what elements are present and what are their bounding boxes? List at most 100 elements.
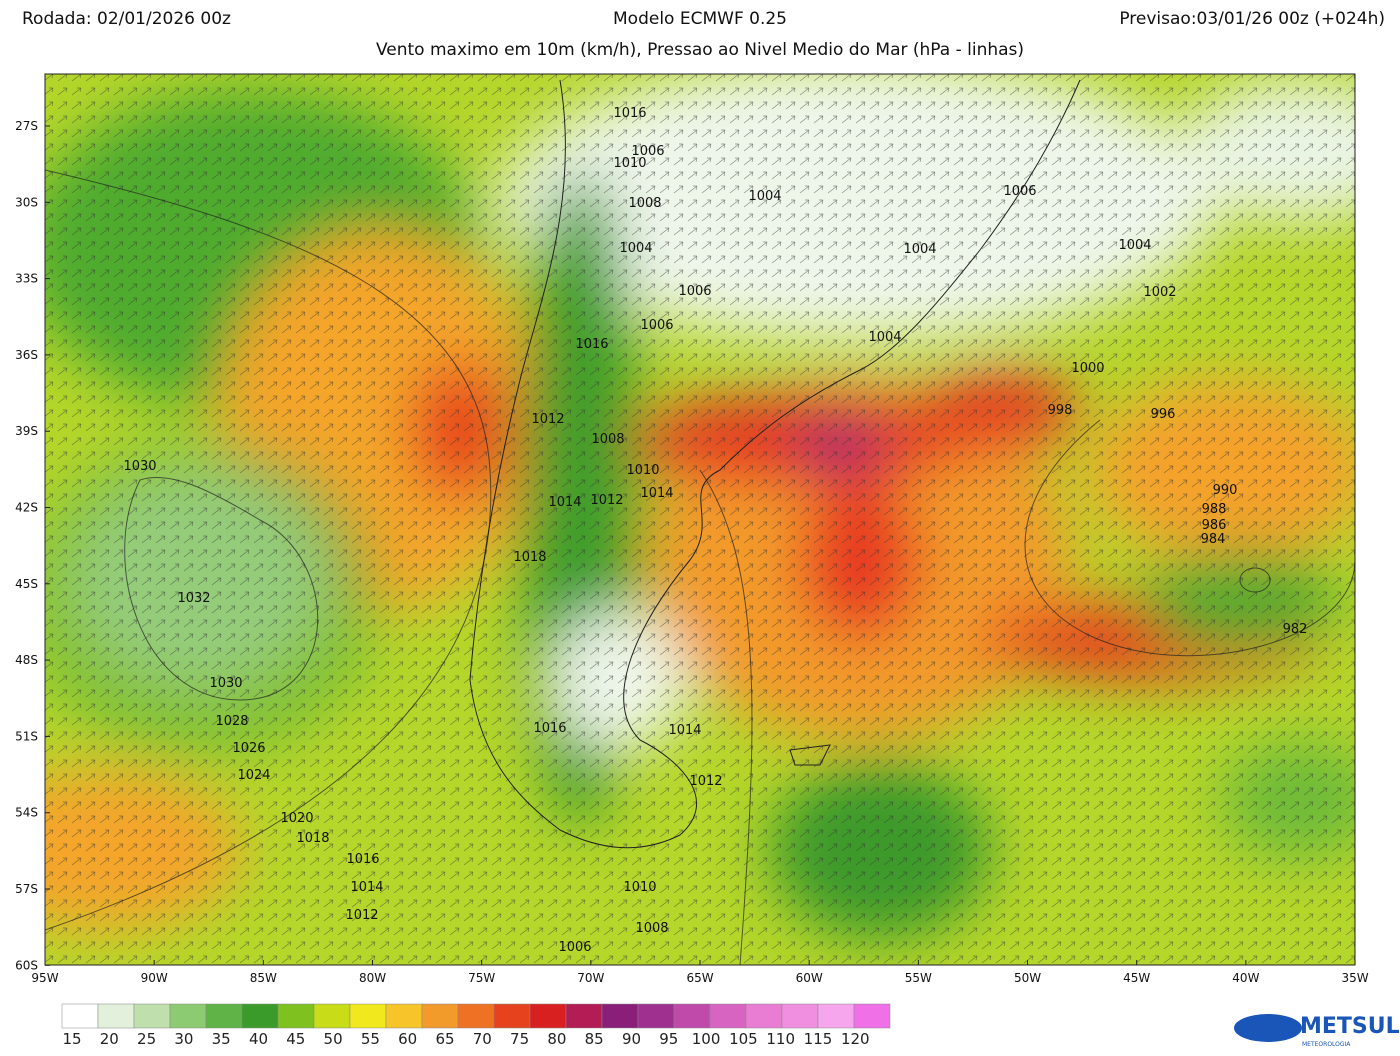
isobar-label: 1014 — [350, 880, 383, 895]
logo-globe — [1234, 1014, 1302, 1042]
isobar-label: 986 — [1202, 518, 1227, 533]
lon-label: 60W — [796, 971, 823, 985]
lat-label: 27S — [15, 119, 38, 133]
lon-label: 95W — [31, 971, 58, 985]
isobar-label: 988 — [1202, 502, 1227, 517]
logo-name: METSUL — [1300, 1014, 1400, 1039]
lon-label: 35W — [1341, 971, 1368, 985]
isobar-label: 984 — [1201, 532, 1226, 547]
isobar-label: 1006 — [678, 284, 711, 299]
lat-label: 33S — [15, 272, 38, 286]
colorbar-swatch — [637, 1003, 675, 1029]
lon-label: 45W — [1123, 971, 1150, 985]
lon-label: 90W — [141, 971, 168, 985]
lat-label: 39S — [15, 424, 38, 438]
isobar-label: 1028 — [215, 714, 248, 729]
colorbar-swatch — [169, 1003, 207, 1029]
isobar-label: 1024 — [237, 768, 270, 783]
isobar-label: 1016 — [575, 337, 608, 352]
colorbar-label: 65 — [435, 1030, 454, 1048]
colorbar-label: 25 — [137, 1030, 156, 1048]
isobar-label: 1006 — [558, 940, 591, 955]
isobar-label: 1010 — [613, 156, 646, 171]
colorbar-swatch — [781, 1003, 819, 1029]
isobar-label: 1010 — [623, 880, 656, 895]
lat-label: 36S — [15, 348, 38, 362]
colorbar-swatch — [313, 1003, 351, 1029]
lat-label: 45S — [15, 577, 38, 591]
colorbar-swatch — [277, 1003, 315, 1029]
header-center: Modelo ECMWF 0.25 — [613, 9, 787, 29]
colorbar-swatch — [241, 1003, 279, 1029]
isobar-label: 1014 — [668, 723, 701, 738]
isobar-label: 1004 — [868, 330, 901, 345]
isobar-label: 1008 — [628, 196, 661, 211]
isobar-label: 1030 — [209, 676, 242, 691]
isobar-label: 996 — [1151, 407, 1176, 422]
colorbar-label: 90 — [622, 1030, 641, 1048]
lat-label: 48S — [15, 653, 38, 667]
colorbar-label: 30 — [174, 1030, 193, 1048]
isobar-label: 1004 — [748, 189, 781, 204]
colorbar-swatch — [601, 1003, 639, 1029]
lat-label: 51S — [15, 729, 38, 743]
colorbar-label: 70 — [473, 1030, 492, 1048]
colorbar-label: 35 — [212, 1030, 231, 1048]
isobar-label: 1016 — [533, 721, 566, 736]
colorbar-label: 95 — [659, 1030, 678, 1048]
colorbar-swatch — [529, 1003, 567, 1029]
colorbar-label: 40 — [249, 1030, 268, 1048]
colorbar-label: 120 — [841, 1030, 870, 1048]
colorbar-swatch — [205, 1003, 243, 1029]
colorbar-label: 110 — [766, 1030, 795, 1048]
isobar-label: 1016 — [346, 852, 379, 867]
lon-label: 50W — [1014, 971, 1041, 985]
colorbar-swatch — [97, 1003, 135, 1029]
isobar-label: 1012 — [590, 493, 623, 508]
isobar-label: 1004 — [903, 242, 936, 257]
lat-label: 60S — [15, 958, 38, 972]
colorbar-label: 75 — [510, 1030, 529, 1048]
lon-label: 70W — [577, 971, 604, 985]
colorbar-swatch — [853, 1003, 891, 1029]
lon-label: 55W — [905, 971, 932, 985]
colorbar-label: 105 — [729, 1030, 758, 1048]
colorbar-label: 85 — [585, 1030, 604, 1048]
lon-label: 85W — [250, 971, 277, 985]
header-right: Previsao:03/01/26 00z (+024h) — [1119, 9, 1385, 29]
isobar-label: 1000 — [1071, 361, 1104, 376]
colorbar-label: 115 — [804, 1030, 833, 1048]
isobar-label: 1004 — [619, 241, 652, 256]
isobar-label: 1012 — [689, 774, 722, 789]
colorbar-swatch — [457, 1003, 495, 1029]
lat-label: 54S — [15, 806, 38, 820]
colorbar-label: 45 — [286, 1030, 305, 1048]
colorbar-label: 15 — [62, 1030, 81, 1048]
colorbar-swatch — [745, 1003, 783, 1029]
colorbar-label: 50 — [324, 1030, 343, 1048]
lat-label: 57S — [15, 882, 38, 896]
colorbar-swatch — [709, 1003, 747, 1029]
isobar-label: 1032 — [177, 591, 210, 606]
isobar-label: 1012 — [531, 412, 564, 427]
colorbar-label: 55 — [361, 1030, 380, 1048]
isobar-label: 1002 — [1143, 285, 1176, 300]
isobar-label: 1006 — [640, 318, 673, 333]
colorbar-swatch — [565, 1003, 603, 1029]
isobar-label: 1026 — [232, 741, 265, 756]
isobar-label: 1010 — [626, 463, 659, 478]
isobar-label: 1008 — [591, 432, 624, 447]
isobar-label: 982 — [1283, 622, 1308, 637]
lat-label: 42S — [15, 501, 38, 515]
colorbar-swatch — [133, 1003, 171, 1029]
colorbar-swatch — [421, 1003, 459, 1029]
lon-label: 75W — [468, 971, 495, 985]
isobar-label: 1016 — [613, 106, 646, 121]
isobar-label: 1012 — [345, 908, 378, 923]
isobar-label: 1008 — [635, 921, 668, 936]
isobar-label: 1014 — [548, 495, 581, 510]
colorbar-swatch — [61, 1003, 99, 1029]
isobar-label: 1014 — [640, 486, 673, 501]
lon-label: 40W — [1232, 971, 1259, 985]
